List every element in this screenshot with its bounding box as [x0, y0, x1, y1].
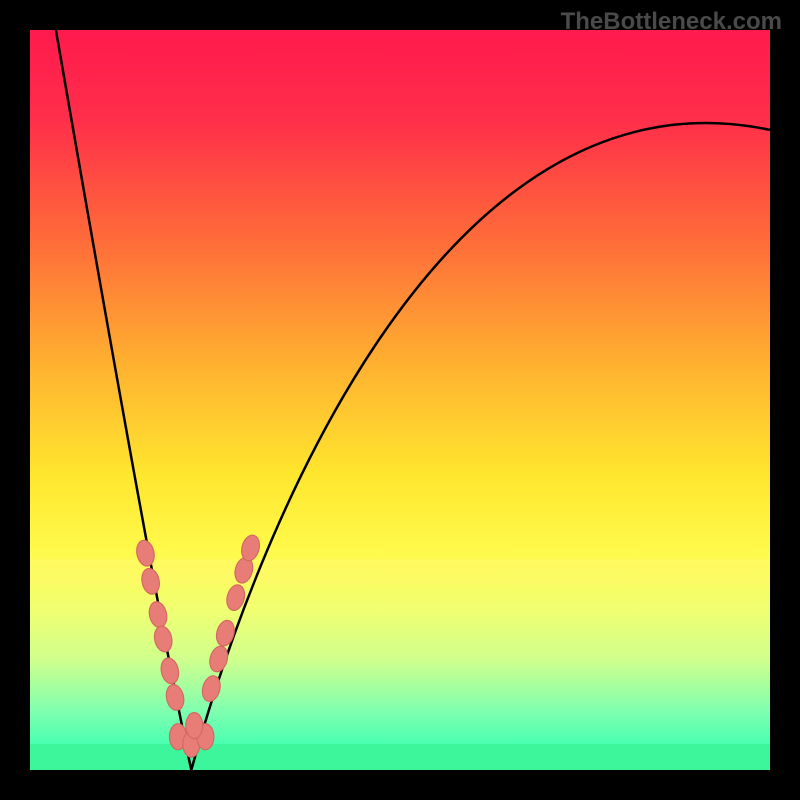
curve-marker — [140, 567, 162, 596]
right-curve — [191, 123, 770, 770]
markers-group — [134, 533, 262, 757]
curve-marker — [186, 713, 203, 739]
curve-marker — [207, 644, 230, 674]
curve-marker — [164, 683, 186, 712]
curve-marker — [147, 600, 169, 629]
curve-marker — [214, 618, 237, 648]
curve-marker — [159, 656, 181, 685]
curve-marker — [152, 625, 174, 654]
chart-svg — [30, 30, 770, 770]
watermark-text: TheBottleneck.com — [561, 8, 782, 36]
curve-marker — [134, 539, 156, 568]
plot-area — [30, 30, 770, 770]
